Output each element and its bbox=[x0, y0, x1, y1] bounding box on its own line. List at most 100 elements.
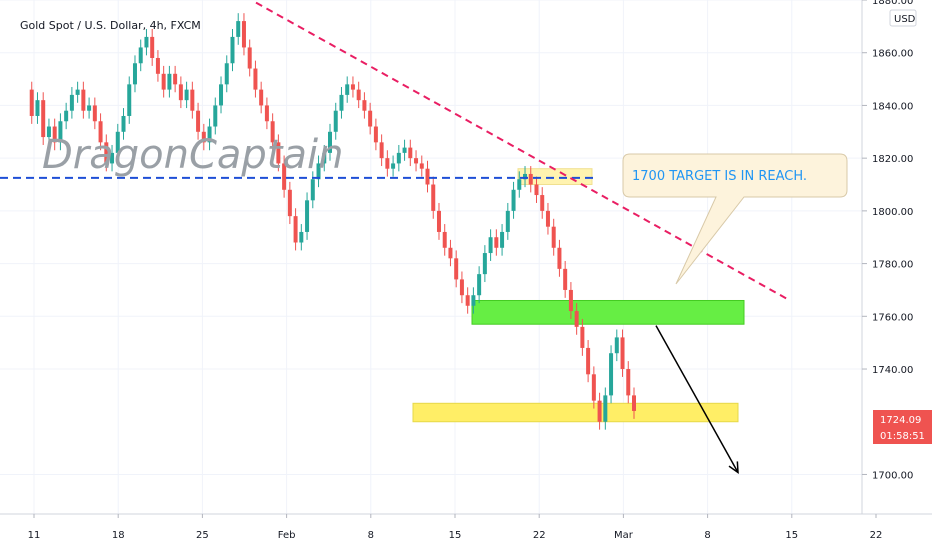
x-tick-label: 22 bbox=[870, 530, 883, 541]
candle-body bbox=[322, 152, 327, 164]
x-tick-label: Feb bbox=[278, 530, 296, 541]
candle-body bbox=[201, 131, 206, 143]
candle-body bbox=[207, 126, 212, 143]
candle-body bbox=[368, 110, 373, 127]
x-tick-label: Mar bbox=[614, 530, 634, 541]
callout-bubble bbox=[622, 153, 848, 285]
candle-body bbox=[178, 84, 183, 101]
candle-body bbox=[379, 142, 384, 159]
candle-body bbox=[339, 94, 344, 111]
x-tick-label: 15 bbox=[785, 530, 798, 541]
zones bbox=[412, 168, 745, 423]
candle-body bbox=[534, 184, 539, 196]
candle-body bbox=[436, 210, 441, 232]
candle-body bbox=[264, 105, 269, 122]
candle-body bbox=[299, 231, 304, 243]
candle-body bbox=[632, 395, 636, 411]
candle-body bbox=[138, 47, 143, 64]
candle-body bbox=[431, 184, 436, 211]
candle-body bbox=[609, 353, 614, 396]
candle-body bbox=[110, 152, 115, 164]
candle-body bbox=[98, 121, 103, 143]
candle-body bbox=[87, 105, 92, 111]
candle-body bbox=[333, 110, 338, 132]
x-tick-label: 11 bbox=[28, 530, 41, 541]
candle-body bbox=[620, 337, 625, 370]
last-price-label: 1724.09 bbox=[880, 415, 921, 426]
candle-body bbox=[454, 258, 459, 280]
candle-body bbox=[356, 89, 361, 101]
candle-body bbox=[528, 173, 533, 185]
candle-body bbox=[224, 63, 229, 85]
candle-body bbox=[270, 121, 275, 143]
time-axis[interactable] bbox=[0, 514, 932, 550]
candle-body bbox=[58, 121, 63, 143]
candle-body bbox=[614, 337, 619, 354]
y-tick-label: 1780.00 bbox=[872, 260, 913, 271]
x-tick-label: 18 bbox=[112, 530, 125, 541]
candle-body bbox=[253, 68, 258, 90]
x-tick-label: 8 bbox=[368, 530, 374, 541]
candle-body bbox=[482, 253, 487, 275]
candle-body bbox=[603, 395, 608, 422]
last-price-box bbox=[873, 410, 932, 444]
y-tick-label: 1700.00 bbox=[872, 470, 913, 481]
candle-body bbox=[488, 237, 493, 254]
candle-body bbox=[132, 63, 137, 85]
candle-body bbox=[511, 189, 516, 211]
candle-body bbox=[597, 400, 602, 422]
y-tick-label: 1820.00 bbox=[872, 154, 913, 165]
candle-body bbox=[64, 110, 69, 122]
candle-body bbox=[345, 84, 350, 95]
candle-body bbox=[29, 89, 34, 116]
candle-body bbox=[69, 94, 74, 111]
x-tick-label: 8 bbox=[704, 530, 710, 541]
candle-body bbox=[173, 73, 178, 85]
candle-body bbox=[219, 84, 224, 106]
candle-body bbox=[81, 89, 86, 111]
y-tick-label: 1840.00 bbox=[872, 101, 913, 112]
candle-body bbox=[568, 289, 573, 312]
candle-body bbox=[414, 158, 419, 164]
candle-body bbox=[316, 163, 321, 180]
candle-body bbox=[276, 142, 281, 164]
candle-body bbox=[563, 268, 568, 290]
target-zone bbox=[412, 402, 739, 423]
candle-body bbox=[350, 84, 355, 90]
candle-body bbox=[385, 158, 390, 169]
callout-text: 1700 TARGET IS IN REACH. bbox=[632, 169, 807, 184]
candle-body bbox=[310, 179, 315, 201]
candle-body bbox=[448, 247, 453, 259]
candle-body bbox=[425, 168, 430, 185]
candle-body bbox=[442, 231, 447, 248]
candle-body bbox=[150, 36, 155, 58]
arrow-line bbox=[655, 325, 739, 473]
y-tick-label: 1760.00 bbox=[872, 312, 913, 323]
candle-body bbox=[517, 179, 522, 190]
candle-body bbox=[75, 89, 80, 95]
candle-body bbox=[500, 231, 505, 248]
candle-body bbox=[92, 105, 97, 122]
candle-body bbox=[586, 347, 591, 375]
candle-body bbox=[477, 274, 482, 296]
candle-body bbox=[471, 295, 476, 306]
countdown-label: 01:58:51 bbox=[880, 431, 925, 442]
candle-body bbox=[465, 295, 470, 306]
candle-body bbox=[523, 173, 528, 180]
x-tick-label: 25 bbox=[196, 530, 209, 541]
candle-body bbox=[545, 210, 550, 227]
candles bbox=[29, 13, 636, 430]
candle-body bbox=[236, 21, 241, 37]
candle-body bbox=[121, 115, 126, 132]
watermark-text: DragonCaptain bbox=[42, 132, 343, 178]
y-tick-label: 1800.00 bbox=[872, 207, 913, 218]
time-axis-labels: 11 18 25 Feb 8 15 22 Mar 8 15 22 bbox=[28, 514, 883, 541]
candle-body bbox=[540, 195, 545, 211]
support-zone bbox=[471, 299, 745, 325]
candle-body bbox=[305, 200, 310, 232]
candle-body bbox=[362, 100, 367, 111]
candle-body bbox=[408, 147, 413, 159]
candle-body bbox=[52, 126, 57, 143]
